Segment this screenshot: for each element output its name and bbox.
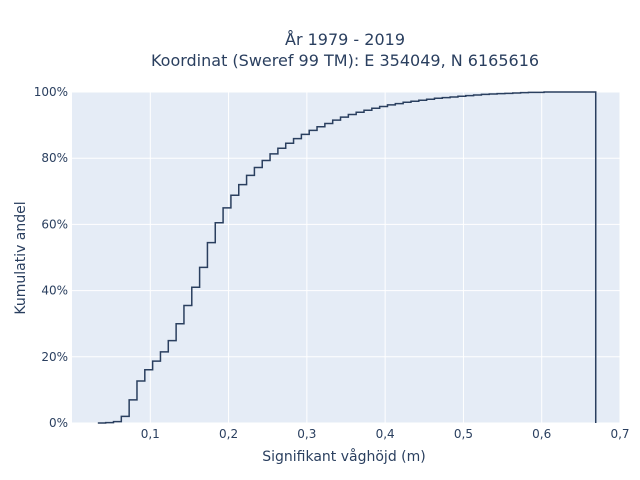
y-tick-label: 20% (41, 350, 68, 364)
y-tick-label: 60% (41, 217, 68, 231)
y-tick-label: 100% (34, 85, 68, 99)
y-tick-label: 40% (41, 284, 68, 298)
x-tick-label: 0,4 (376, 427, 395, 441)
x-tick-label: 0,3 (297, 427, 316, 441)
y-axis-title: Kumulativ andel (13, 201, 29, 314)
x-axis-title: Signifikant våghöjd (m) (262, 448, 425, 465)
x-axis-ticks: 0,1 0,2 0,3 0,4 0,5 0,6 0,7 (141, 427, 630, 441)
chart-title-line-2: Koordinat (Sweref 99 TM): E 354049, N 61… (151, 51, 539, 70)
x-tick-label: 0,2 (219, 427, 238, 441)
chart-title-line-1: År 1979 - 2019 (285, 30, 405, 49)
x-tick-label: 0,6 (532, 427, 551, 441)
y-tick-label: 0% (49, 416, 68, 430)
y-tick-label: 80% (41, 151, 68, 165)
plot-area (72, 92, 620, 423)
x-tick-label: 0,1 (141, 427, 160, 441)
x-tick-label: 0,7 (610, 427, 629, 441)
y-axis-ticks: 0% 20% 40% 60% 80% 100% (34, 85, 68, 430)
cumulative-step-line (97, 91, 597, 424)
x-tick-label: 0,5 (454, 427, 473, 441)
